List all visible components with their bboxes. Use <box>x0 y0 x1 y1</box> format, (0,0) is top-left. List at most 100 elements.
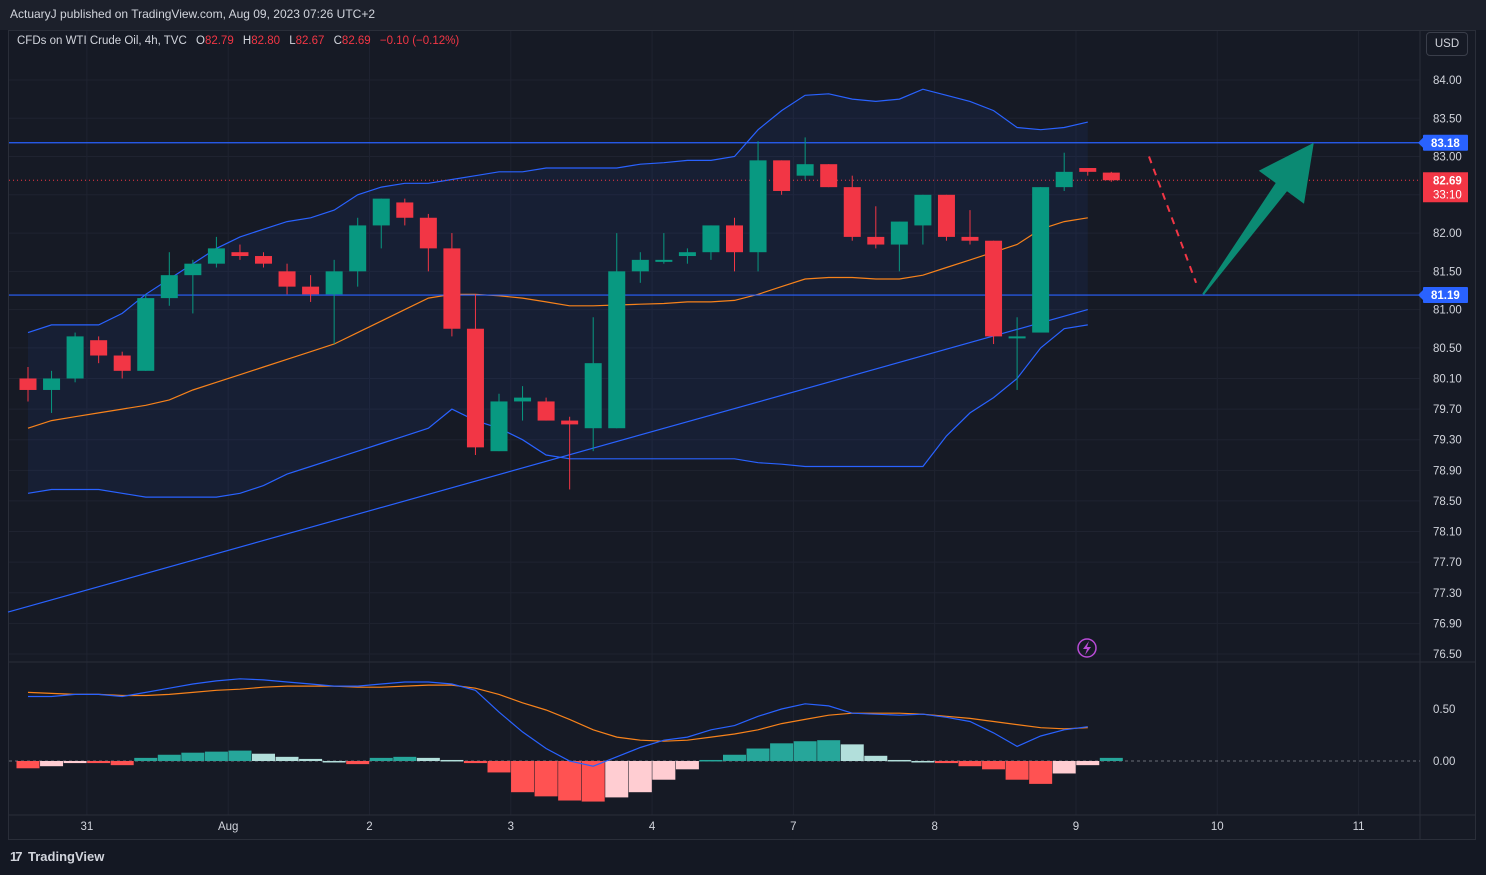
price-tick-label: 79.70 <box>1433 404 1462 416</box>
time-tick-label: 11 <box>1353 821 1365 833</box>
price-tick-label: 82.00 <box>1433 228 1462 240</box>
candle-body[interactable] <box>419 217 437 249</box>
candle-body[interactable] <box>443 248 461 329</box>
lightning-icon[interactable] <box>1077 638 1097 658</box>
candle-body[interactable] <box>631 259 649 272</box>
price-tick-label: 80.50 <box>1433 343 1462 355</box>
candle-body[interactable] <box>937 194 955 237</box>
current-price-text: 82.69 <box>1433 175 1462 187</box>
tradingview-logo[interactable]: 17 TradingView <box>10 849 104 864</box>
candle-body[interactable] <box>19 378 37 390</box>
candle-body[interactable] <box>66 336 84 379</box>
candle-body[interactable] <box>1102 172 1120 181</box>
price-tag-83.18 <box>1423 134 1468 151</box>
candle-body[interactable] <box>184 263 202 276</box>
candle-body[interactable] <box>490 401 508 452</box>
close-label: C <box>333 35 342 47</box>
candle-body[interactable] <box>137 298 155 371</box>
macd-histogram-bar <box>817 740 841 761</box>
candle-body[interactable] <box>1032 187 1050 333</box>
candle-body[interactable] <box>773 160 791 191</box>
price-tick-label: 80.10 <box>1433 373 1462 385</box>
close-value: 82.69 <box>341 35 371 47</box>
trend-line[interactable] <box>7 309 1088 613</box>
candle-body[interactable] <box>1079 168 1097 172</box>
macd-histogram-bar <box>346 761 370 765</box>
currency-button[interactable]: USD <box>1426 32 1468 56</box>
macd-histogram-bar <box>393 756 417 761</box>
candle-body[interactable] <box>113 355 131 371</box>
candle-body[interactable] <box>702 225 720 253</box>
macd-histogram-bar <box>40 761 64 767</box>
candle-body[interactable] <box>372 198 390 226</box>
price-tag-text: 81.19 <box>1431 290 1460 302</box>
candle-body[interactable] <box>466 328 484 448</box>
macd-histogram-bar <box>982 761 1006 770</box>
publisher-caption: ActuaryJ published on TradingView.com, A… <box>10 7 376 21</box>
symbol-title[interactable]: CFDs on WTI Crude Oil, 4h, TVC <box>17 35 187 47</box>
time-tick-label: 10 <box>1211 821 1224 833</box>
time-tick-label: 9 <box>1073 821 1079 833</box>
macd-histogram-bar <box>228 750 252 761</box>
candle-body[interactable] <box>867 236 885 245</box>
macd-histogram-bar <box>87 761 111 764</box>
macd-histogram-bar <box>416 757 440 761</box>
candle-body[interactable] <box>584 363 602 429</box>
candle-body[interactable] <box>325 271 343 295</box>
candle-body[interactable] <box>608 271 626 429</box>
candle-body[interactable] <box>160 275 178 299</box>
candle-body[interactable] <box>43 378 61 390</box>
macd-histogram-bar <box>322 761 346 763</box>
macd-line <box>28 678 1088 767</box>
time-tick-label: 2 <box>366 821 372 833</box>
candle-body[interactable] <box>1055 171 1073 188</box>
projection-dashed-line[interactable] <box>1148 156 1198 284</box>
price-tick-label: 81.00 <box>1433 305 1462 317</box>
macd-histogram-bar <box>793 741 817 761</box>
macd-histogram-bar <box>299 758 323 761</box>
price-tick-label: 81.50 <box>1433 266 1462 278</box>
tradingview-logo-text: TradingView <box>28 849 105 864</box>
candle-body[interactable] <box>396 202 414 218</box>
candle-body[interactable] <box>961 236 979 241</box>
candle-body[interactable] <box>678 252 696 257</box>
candle-body[interactable] <box>207 248 225 264</box>
price-tag-81.19 <box>1423 287 1468 304</box>
candle-body[interactable] <box>255 256 272 264</box>
current-price-tag <box>1423 172 1468 203</box>
candle-body[interactable] <box>749 160 767 253</box>
macd-histogram-bar <box>699 759 723 762</box>
countdown-text: 33:10 <box>1433 189 1462 201</box>
candle-body[interactable] <box>985 240 1003 337</box>
candle-body[interactable] <box>655 259 673 262</box>
candle-body[interactable] <box>349 225 367 272</box>
candle-body[interactable] <box>820 164 838 188</box>
macd-histogram-bar <box>770 743 794 761</box>
candle-body[interactable] <box>278 271 296 287</box>
candle-body[interactable] <box>90 340 108 356</box>
candle-body[interactable] <box>514 397 532 402</box>
candle-body[interactable] <box>231 252 249 257</box>
symbol-legend: CFDs on WTI Crude Oil, 4h, TVC O82.79 H8… <box>17 35 459 47</box>
candle-body[interactable] <box>796 164 814 176</box>
candle-body[interactable] <box>561 420 579 425</box>
candle-body[interactable] <box>890 221 908 245</box>
price-tick-label: 78.50 <box>1433 496 1462 508</box>
candle-body[interactable] <box>726 225 743 253</box>
price-tick-label: 76.50 <box>1433 649 1462 661</box>
bollinger-basis-line <box>27 217 1088 429</box>
price-tick-label: 78.90 <box>1433 465 1462 477</box>
low-label: L <box>289 35 296 47</box>
candle-body[interactable] <box>1008 336 1026 339</box>
macd-histogram-bar <box>958 761 982 767</box>
candle-body[interactable] <box>843 187 861 237</box>
candle-body[interactable] <box>914 194 932 226</box>
candle-body[interactable] <box>302 286 320 295</box>
macd-histogram-bar <box>840 744 864 761</box>
macd-histogram-bar <box>581 761 605 802</box>
projection-arrow[interactable] <box>1202 142 1314 295</box>
macd-histogram-bar <box>463 761 487 764</box>
chart-frame <box>8 30 1476 840</box>
candle-body[interactable] <box>537 401 555 421</box>
